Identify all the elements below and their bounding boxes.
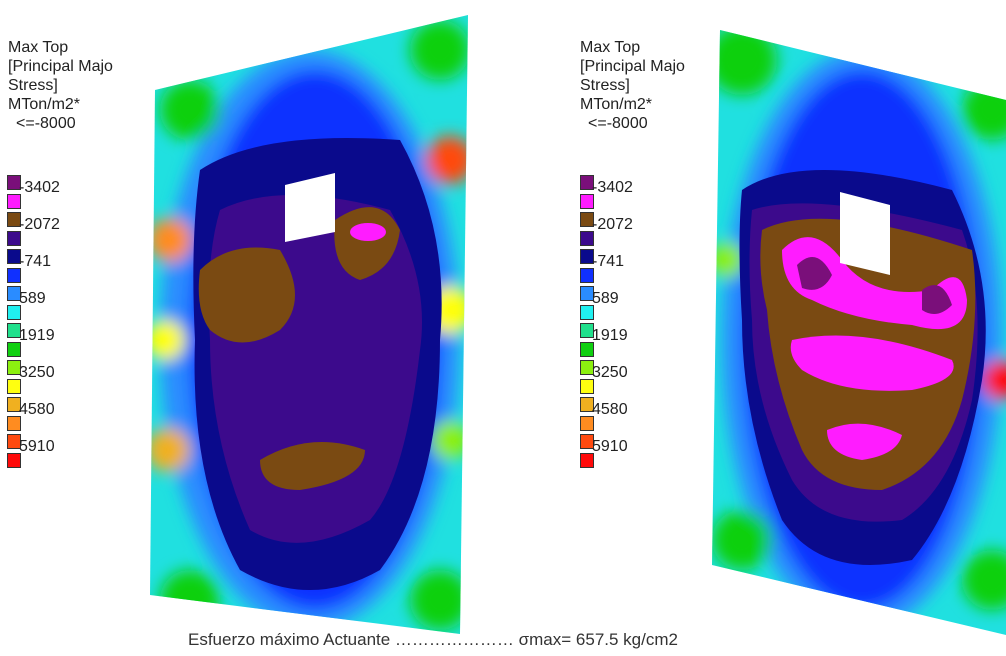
legend-swatch xyxy=(580,193,594,209)
legend-tick-label: 589 xyxy=(592,289,619,307)
legend-swatch xyxy=(580,434,594,449)
legend-swatch xyxy=(580,304,594,320)
legend-swatch xyxy=(7,360,21,375)
legend-swatch xyxy=(7,212,21,227)
contour-magenta-c xyxy=(827,423,902,460)
legend-swatch xyxy=(580,212,594,227)
legend-swatch xyxy=(580,341,594,357)
legend-swatch xyxy=(580,397,594,412)
contour-magenta-b xyxy=(790,335,954,391)
legend-tick-label: 3250 xyxy=(592,363,628,381)
contour-purple-inner xyxy=(922,285,952,314)
legend-min-label: <=-8000 xyxy=(16,115,76,132)
legend-title: Max Top [Principal Majo Stress] MTon/m2* xyxy=(8,39,113,113)
legend-tick-label: 1919 xyxy=(592,326,628,344)
legend-swatch xyxy=(580,249,594,264)
legend-tick-label: 4580 xyxy=(19,400,55,418)
legend-swatch xyxy=(7,341,21,357)
legend-swatch xyxy=(7,378,21,394)
legend-tick-label: -3402 xyxy=(592,178,633,196)
contour-brown-b xyxy=(334,207,400,280)
stress-contour-plate-left xyxy=(150,15,468,634)
legend-swatch xyxy=(7,397,21,412)
legend-tick-label: -741 xyxy=(592,252,625,270)
opening xyxy=(285,173,335,242)
stress-contour-plate-right xyxy=(712,30,1006,635)
contour-magenta-a xyxy=(782,237,967,330)
legend-tick-label: -2072 xyxy=(592,215,633,233)
legend-swatch xyxy=(7,304,21,320)
legend-tick-label: -2072 xyxy=(19,215,60,233)
legend-swatch xyxy=(7,452,21,468)
legend-swatch xyxy=(580,378,594,394)
legend-tick-label: -3402 xyxy=(19,178,60,196)
legend-swatch xyxy=(7,267,21,283)
legend-swatch xyxy=(580,323,594,338)
legend-left: Max Top [Principal Majo Stress] MTon/m2*… xyxy=(8,38,158,133)
legend-right: Max Top [Principal Majo Stress] MTon/m2*… xyxy=(580,38,730,133)
legend-tick-label: 4580 xyxy=(592,400,628,418)
contour-brown-c xyxy=(260,442,365,490)
legend-swatch xyxy=(580,230,594,246)
legend-swatch xyxy=(580,286,594,301)
legend-swatch xyxy=(580,360,594,375)
legend-swatch xyxy=(7,415,21,431)
legend-tick-label: 589 xyxy=(19,289,46,307)
caption-max-stress: Esfuerzo máximo Actuante ………………… σmax= 6… xyxy=(188,630,678,649)
legend-tick-label: -741 xyxy=(19,252,52,270)
legend-min-label: <=-8000 xyxy=(588,115,648,132)
legend-swatch xyxy=(7,193,21,209)
legend-tick-label: 5910 xyxy=(19,437,55,455)
contour-magenta xyxy=(350,223,386,241)
legend-tick-label: 1919 xyxy=(19,326,55,344)
legend-tick-label: 5910 xyxy=(592,437,628,455)
legend-swatch xyxy=(580,175,594,190)
legend-title: Max Top [Principal Majo Stress] MTon/m2* xyxy=(580,39,685,113)
legend-swatch xyxy=(7,175,21,190)
contour-brown-a xyxy=(198,247,295,343)
legend-swatch xyxy=(7,286,21,301)
legend-tick-label: 3250 xyxy=(19,363,55,381)
contour-purple-inner xyxy=(797,257,832,290)
legend-swatch xyxy=(580,415,594,431)
legend-swatch xyxy=(7,323,21,338)
legend-swatch xyxy=(7,230,21,246)
legend-swatch xyxy=(580,267,594,283)
legend-swatch xyxy=(7,434,21,449)
legend-swatch xyxy=(580,452,594,468)
legend-swatch xyxy=(7,249,21,264)
opening xyxy=(840,192,890,275)
